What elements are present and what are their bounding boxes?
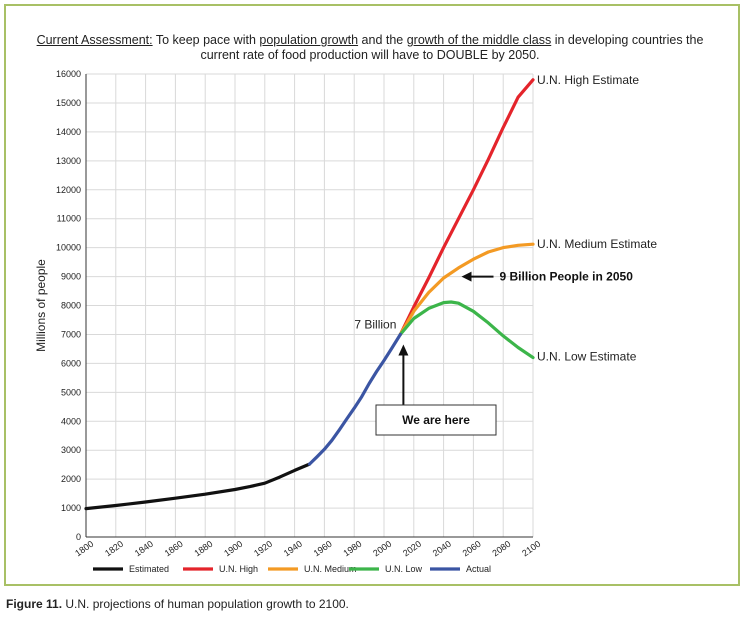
y-tick-label: 0 [76, 532, 81, 542]
y-tick-label: 14000 [56, 127, 81, 137]
x-tick-label: 2080 [490, 539, 512, 559]
label-we-are-here: We are here [402, 413, 470, 427]
y-tick-label: 11000 [57, 214, 81, 224]
label-un-medium-estimate: U.N. Medium Estimate [537, 237, 657, 251]
caption-text: U.N. projections of human population gro… [62, 597, 349, 611]
x-tick-label: 2020 [401, 539, 423, 559]
y-tick-label: 9000 [61, 272, 81, 282]
headline-line-1: Current Assessment: To keep pace with po… [10, 33, 730, 48]
headline-text-1: To keep pace with [152, 33, 260, 47]
y-tick-label: 1000 [61, 503, 81, 513]
we-are-here-box [375, 404, 497, 436]
legend-label-actual: Actual [466, 564, 491, 574]
y-tick-label: 12000 [56, 185, 81, 195]
caption-label: Figure 11. [6, 597, 63, 611]
x-tick-label: 1820 [103, 539, 125, 559]
chart-headline: Current Assessment: To keep pace with po… [10, 33, 730, 63]
legend-label-estimated: Estimated [129, 564, 169, 574]
series-line-high [398, 78, 535, 336]
headline-underline-1: population growth [259, 33, 359, 47]
label-un-low-estimate: U.N. Low Estimate [537, 350, 637, 364]
label-un-high-estimate: U.N. High Estimate [537, 73, 639, 87]
y-tick-label: 3000 [61, 445, 81, 455]
y-tick-label: 13000 [56, 156, 81, 166]
x-tick-label: 1860 [163, 539, 185, 559]
x-tick-label: 1940 [282, 539, 304, 559]
series-line-medium [398, 242, 535, 336]
y-tick-label: 16000 [56, 69, 81, 79]
label-seven-billion: 7 Billion [354, 317, 396, 331]
headline-text-3: in developing countries the [551, 33, 704, 47]
legend-label-low: U.N. Low [385, 564, 423, 574]
x-tick-label: 2040 [431, 539, 453, 559]
x-tick-label: 2100 [520, 539, 542, 559]
y-tick-label: 15000 [56, 98, 81, 108]
figure-caption: Figure 11. U.N. projections of human pop… [6, 597, 349, 611]
headline-text-2: and the [358, 33, 407, 47]
chart-axes: 0 1000 2000 3000 4000 5000 6000 7000 8000 9000 100… [34, 69, 542, 558]
x-tick-label: 1900 [222, 539, 244, 559]
chart-legend: Estimated U.N. High U.N. Medium U.N. Low Act… [93, 564, 491, 574]
nine-billion-arrow-head [461, 271, 472, 282]
label-nine-billion: 9 Billion People in 2050 [500, 270, 634, 284]
y-tick-label: 8000 [61, 301, 81, 311]
y-tick-label: 5000 [61, 387, 81, 397]
chart-annotations: U.N. High Estimate U.N. Medium Estimate U.… [354, 73, 657, 436]
x-tick-label: 1980 [341, 539, 363, 559]
y-tick-label: 4000 [61, 416, 81, 426]
x-tick-label: 2000 [371, 539, 393, 559]
headline-line-2: current rate of food production will hav… [200, 48, 540, 62]
legend-label-high: U.N. High [219, 564, 258, 574]
y-tick-label: 6000 [61, 358, 81, 368]
headline-lead: Current Assessment: [36, 33, 153, 47]
figure-frame [4, 4, 740, 586]
x-tick-label: 1840 [133, 539, 155, 559]
headline-underline-2: growth of the middle class [406, 33, 552, 47]
y-tick-label: 7000 [61, 329, 81, 339]
x-tick-label: 1960 [312, 539, 334, 559]
chart-grid [85, 73, 534, 538]
series-line-actual [307, 332, 402, 466]
x-tick-label: 2060 [461, 539, 483, 559]
y-tick-label: 10000 [56, 243, 81, 253]
y-tick-label: 2000 [61, 474, 81, 484]
series-line-estimated [84, 462, 312, 511]
y-axis-title: Millions of people [34, 259, 48, 352]
legend-label-medium: U.N. Medium [304, 564, 357, 574]
x-tick-label: 1920 [252, 539, 274, 559]
series-line-low [398, 300, 535, 360]
we-are-here-arrow-head [398, 344, 409, 356]
chart-series [84, 78, 535, 511]
x-tick-label: 1880 [192, 539, 214, 559]
